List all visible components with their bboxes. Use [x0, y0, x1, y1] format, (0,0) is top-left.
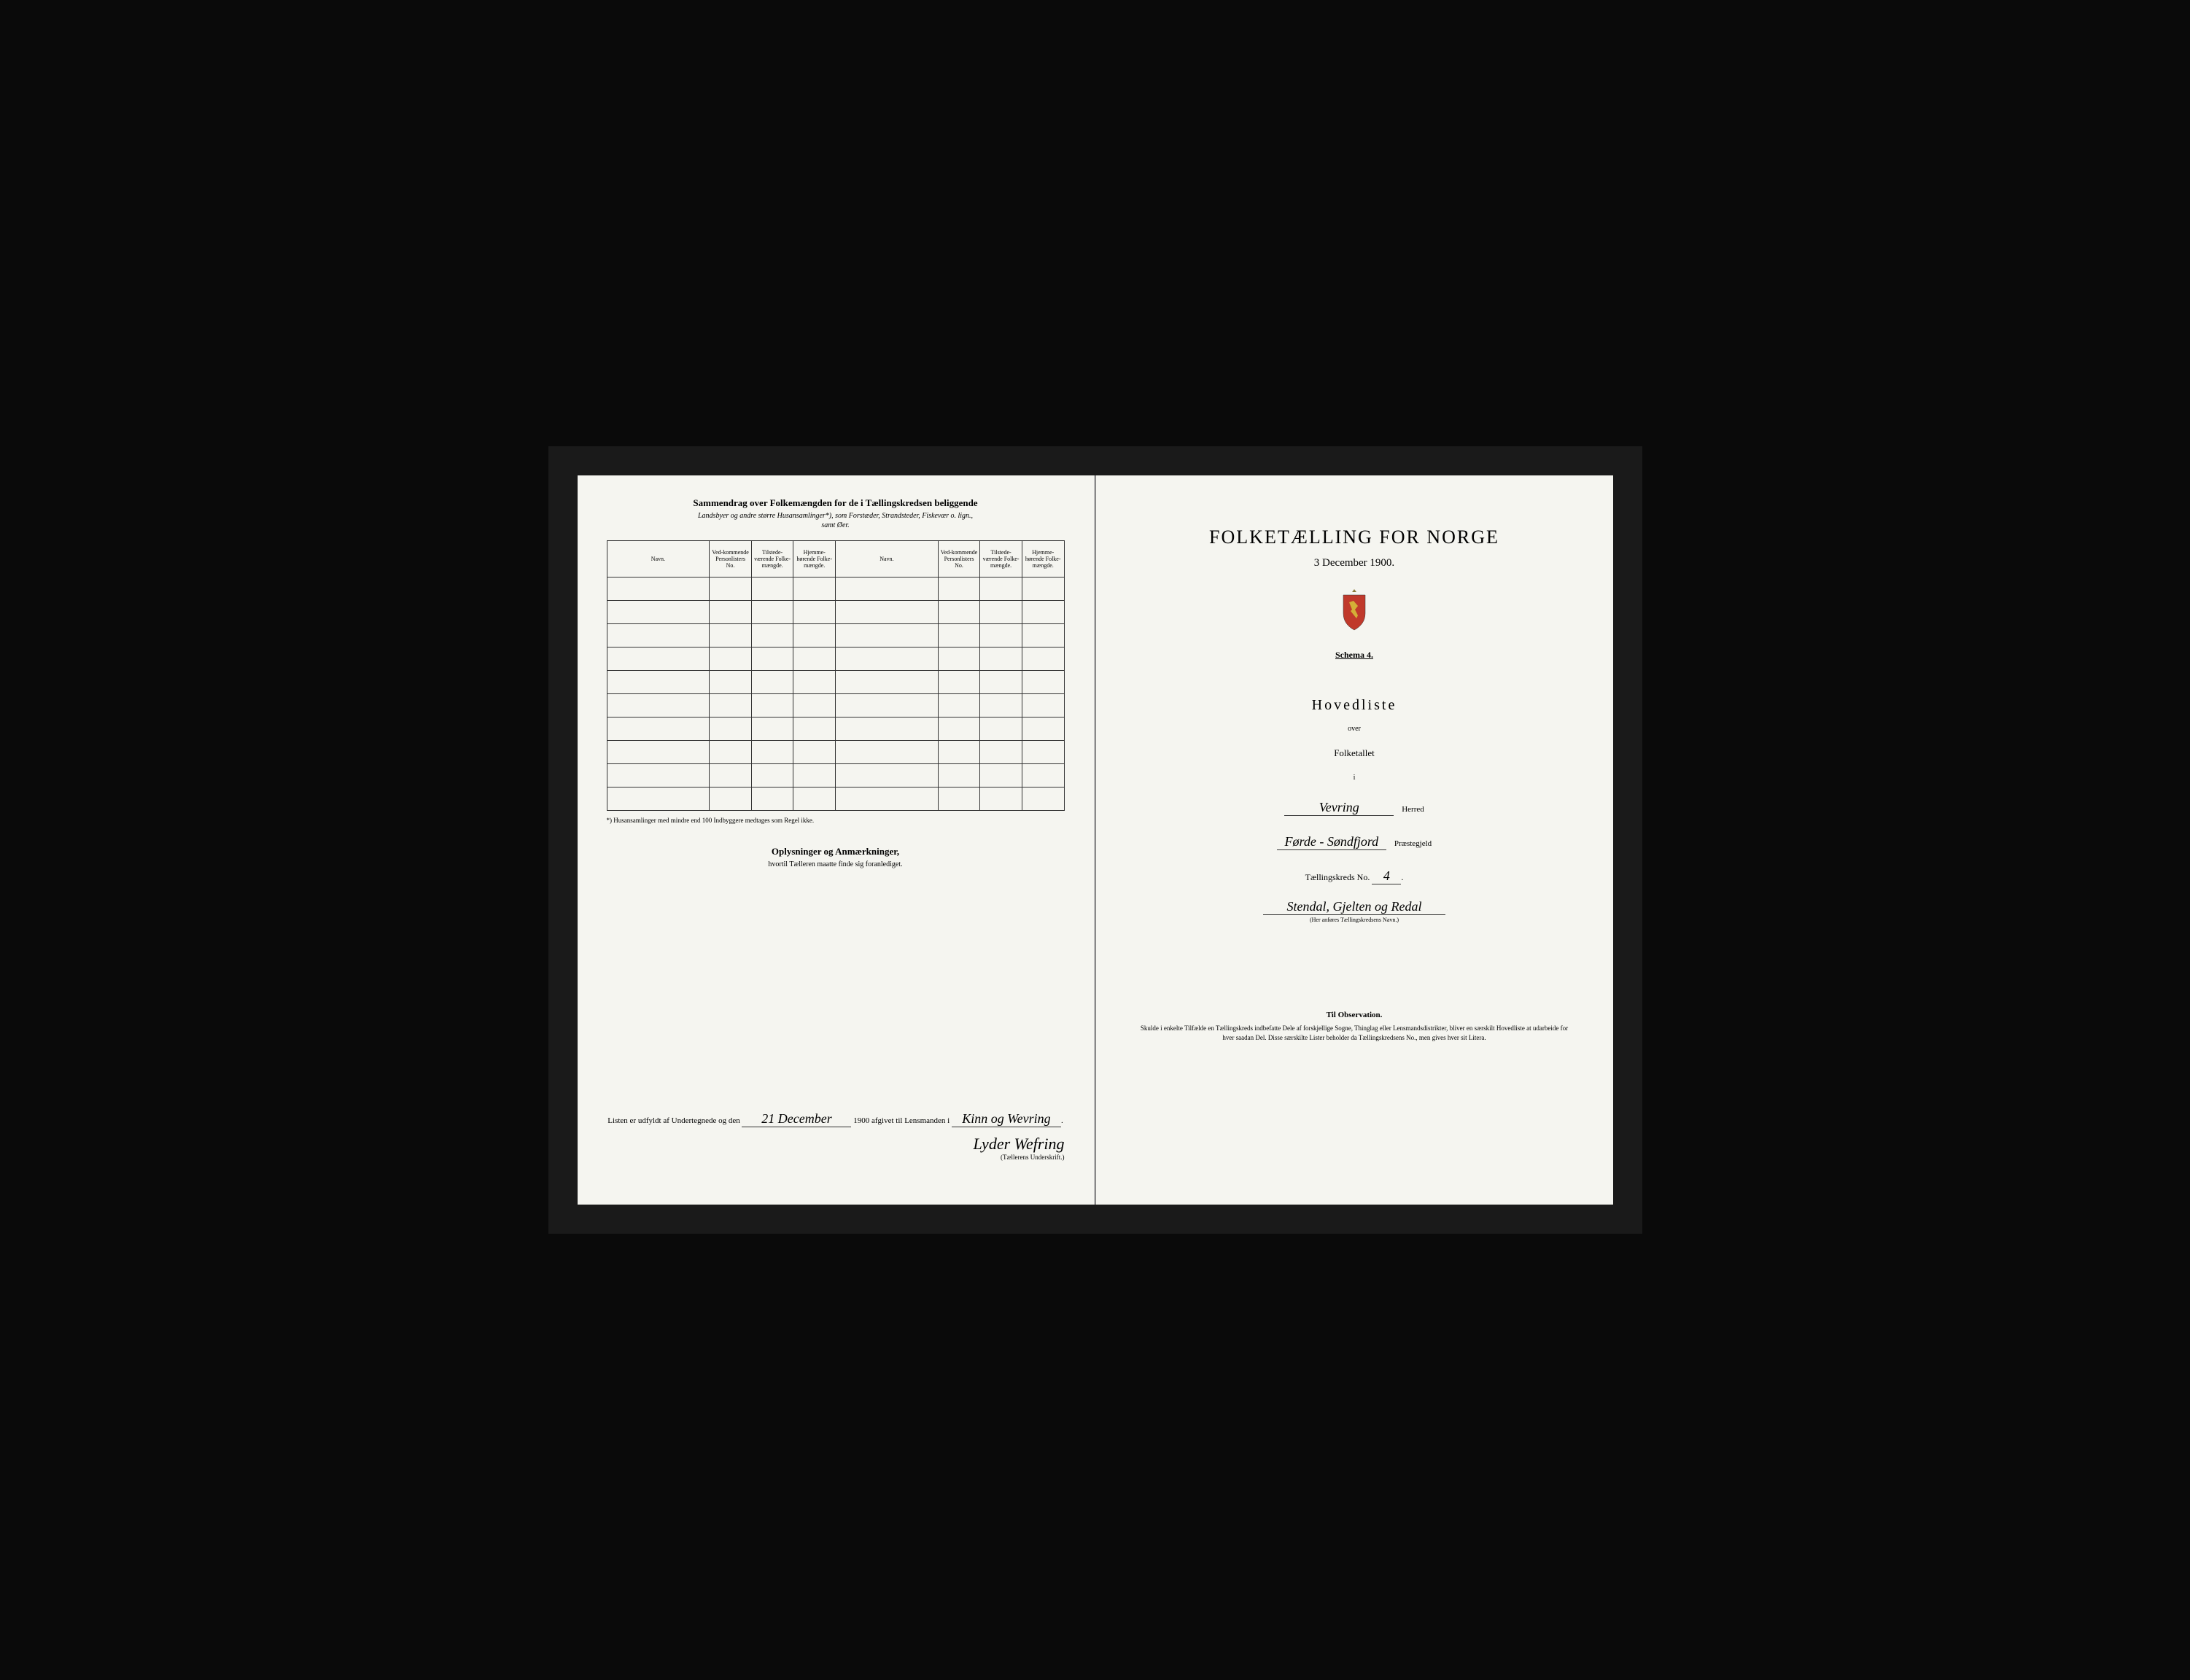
- bottom-line-2: afgivet til Lensmanden i: [871, 1116, 950, 1125]
- table-row: [607, 624, 1064, 648]
- taellingskreds-line: Tællingskreds No. 4.: [1125, 868, 1584, 884]
- coat-of-arms-icon: [1336, 588, 1372, 631]
- kreds-sub: (Her anføres Tællingskredsens Navn.): [1125, 917, 1584, 923]
- schema-label: Schema 4.: [1125, 650, 1584, 661]
- signature: Lyder Wefring: [973, 1135, 1064, 1153]
- table-row: [607, 578, 1064, 601]
- hovedliste-title: Hovedliste: [1125, 697, 1584, 714]
- summary-subtitle-2: samt Øer.: [607, 521, 1065, 529]
- th-hjemme-2: Hjemme-hørende Folke-mængde.: [1022, 541, 1064, 578]
- table-row: [607, 694, 1064, 718]
- table-row: [607, 718, 1064, 741]
- bottom-year: 1900: [853, 1116, 869, 1125]
- bottom-date: 21 December: [742, 1111, 851, 1127]
- herred-label: Herred: [1402, 805, 1424, 814]
- th-hjemme-1: Hjemme-hørende Folke-mængde.: [793, 541, 836, 578]
- page-spread: Sammendrag over Folkemængden for de i Tæ…: [578, 475, 1613, 1205]
- summary-title: Sammendrag over Folkemængden for de i Tæ…: [607, 497, 1065, 509]
- th-tilstede-1: Tilstede-værende Folke-mængde.: [751, 541, 793, 578]
- signature-label: (Tællerens Underskrift.): [1001, 1154, 1064, 1161]
- table-row: [607, 741, 1064, 764]
- observation-title: Til Observation.: [1125, 1011, 1584, 1019]
- i-label: i: [1125, 774, 1584, 782]
- document-frame: Sammendrag over Folkemængden for de i Tæ…: [548, 446, 1642, 1234]
- summary-subtitle-1: Landsbyer og andre større Husansamlinger…: [607, 512, 1065, 520]
- right-page: FOLKETÆLLING FOR NORGE 3 December 1900. …: [1096, 475, 1613, 1205]
- bottom-section: Listen er udfyldt af Undertegnede og den…: [607, 1111, 1065, 1161]
- th-vedkommende-1: Ved-kommende Personlisters No.: [710, 541, 752, 578]
- taellingskreds-no: 4: [1372, 868, 1401, 884]
- oplysninger-sub: hvortil Tælleren maatte finde sig foranl…: [607, 860, 1065, 868]
- th-tilstede-2: Tilstede-værende Folke-mængde.: [980, 541, 1022, 578]
- observation-text: Skulde i enkelte Tilfælde en Tællingskre…: [1125, 1024, 1584, 1042]
- table-row: [607, 788, 1064, 811]
- footnote: *) Husansamlinger med mindre end 100 Ind…: [607, 817, 1065, 824]
- table-row: [607, 764, 1064, 788]
- over-label: over: [1125, 725, 1584, 733]
- praestegjeld-line: Førde - Søndfjord Præstegjeld: [1125, 834, 1584, 850]
- bottom-line-1: Listen er udfyldt af Undertegnede og den: [607, 1116, 739, 1125]
- oplysninger-title: Oplysninger og Anmærkninger,: [607, 846, 1065, 858]
- herred-value: Vevring: [1284, 800, 1394, 816]
- kreds-name-line: Stendal, Gjelten og Redal: [1125, 899, 1584, 915]
- summary-table: Navn. Ved-kommende Personlisters No. Til…: [607, 540, 1065, 811]
- table-body: [607, 578, 1064, 811]
- th-vedkommende-2: Ved-kommende Personlisters No.: [938, 541, 980, 578]
- th-navn-2: Navn.: [835, 541, 938, 578]
- folketallet-label: Folketallet: [1125, 747, 1584, 759]
- table-row: [607, 648, 1064, 671]
- date-line: 3 December 1900.: [1125, 557, 1584, 569]
- signature-block: Lyder Wefring (Tællerens Underskrift.): [607, 1135, 1065, 1161]
- table-row: [607, 671, 1064, 694]
- praestegjeld-label: Præstegjeld: [1394, 839, 1432, 848]
- herred-line: Vevring Herred: [1125, 800, 1584, 816]
- table-row: [607, 601, 1064, 624]
- bottom-place: Kinn og Wevring: [952, 1111, 1061, 1127]
- th-navn-1: Navn.: [607, 541, 710, 578]
- praestegjeld-value: Førde - Søndfjord: [1277, 834, 1386, 850]
- main-title: FOLKETÆLLING FOR NORGE: [1125, 526, 1584, 548]
- kreds-name: Stendal, Gjelten og Redal: [1263, 899, 1445, 915]
- left-page: Sammendrag over Folkemængden for de i Tæ…: [578, 475, 1095, 1205]
- taellingskreds-label: Tællingskreds No.: [1305, 872, 1370, 882]
